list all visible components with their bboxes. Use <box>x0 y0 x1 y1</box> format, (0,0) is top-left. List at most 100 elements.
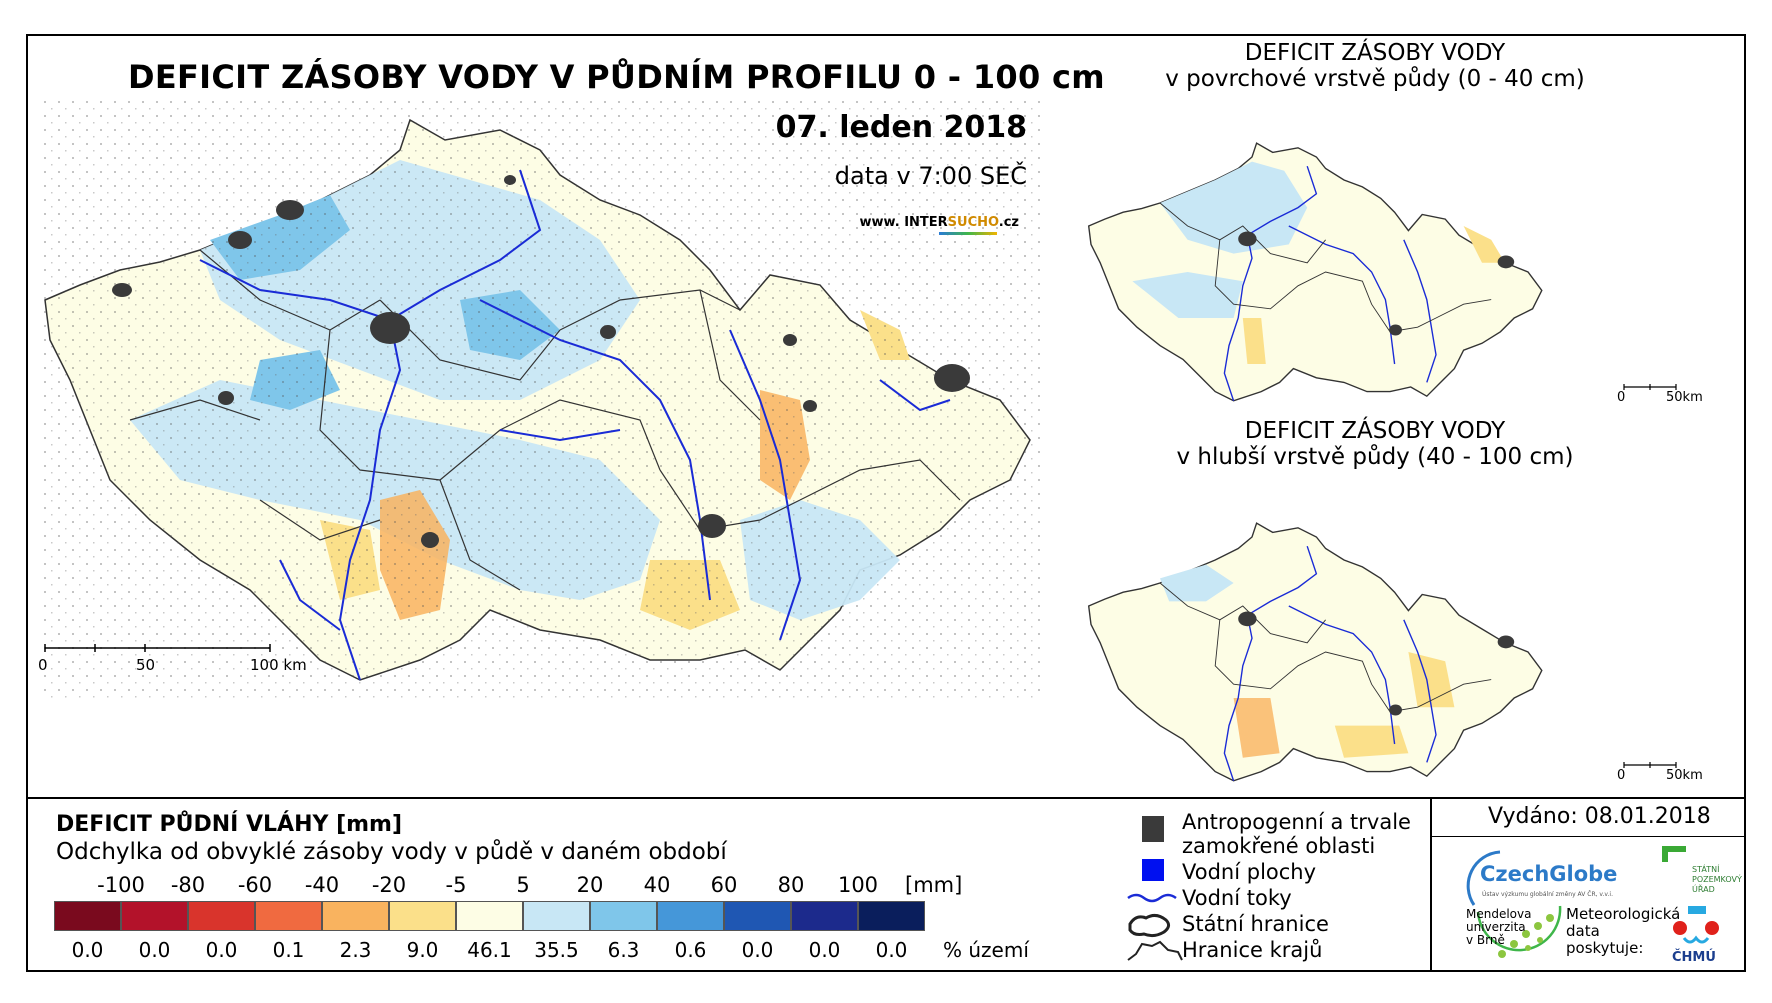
legend-percent-value: 0.1 <box>272 938 305 962</box>
legend-break-label: -5 <box>445 873 467 897</box>
czechglobe-subtitle: Ústav výzkumu globální změny AV ČR, v.v.… <box>1482 891 1613 898</box>
legend-percent-value: 0.0 <box>741 938 774 962</box>
water-body-swatch-icon <box>1142 859 1164 881</box>
inset-bottom-map <box>1087 522 1543 782</box>
met-line2: data <box>1566 922 1600 940</box>
legend-break-label: 60 <box>710 873 738 897</box>
inset-top-title-2: v povrchové vrstvě půdy (0 - 40 cm) <box>1165 66 1585 92</box>
website-prefix: www. INTER <box>859 215 948 230</box>
legend-swatch <box>121 901 188 931</box>
legend-swatch <box>657 901 724 931</box>
inset-top-scale-50: 50km <box>1666 390 1703 405</box>
key-region-border: Hranice krajů <box>1182 938 1323 962</box>
legend-break-label: 20 <box>576 873 604 897</box>
region-borders <box>129 249 961 591</box>
map-date: 07. leden 2018 <box>775 110 1027 145</box>
inset-bottom-title-2: v hlubší vrstvě půdy (40 - 100 cm) <box>1176 444 1574 470</box>
legend-percent-value: 46.1 <box>467 938 512 962</box>
legend-percent-value: 2.3 <box>339 938 372 962</box>
legend-swatch <box>54 901 121 931</box>
legend-break-label: -100 <box>97 873 145 897</box>
main-map <box>40 100 1040 700</box>
legend-percent-unit: % území <box>943 938 1029 962</box>
website-suffix: .cz <box>998 215 1019 230</box>
river-line-icon <box>1127 893 1177 903</box>
legend-swatch <box>389 901 456 931</box>
legend-percent-value: 0.0 <box>71 938 104 962</box>
inset-bottom-scalebar <box>1623 762 1677 768</box>
czechglobe-logo: CzechGlobe <box>1480 862 1618 886</box>
czechglobe-arc-green-icon <box>1476 905 1562 952</box>
website-underline <box>939 232 997 235</box>
footer-divider <box>1430 797 1432 972</box>
main-scale-label-0: 0 <box>38 656 48 674</box>
legend-percent-value: 0.6 <box>674 938 707 962</box>
urban-areas <box>112 175 970 548</box>
legend-divider <box>26 797 1746 799</box>
anthropogenic-swatch-icon <box>1142 816 1164 842</box>
legend-break-label: -60 <box>237 873 273 897</box>
legend-break-label: 5 <box>516 873 530 897</box>
spu-line2: POZEMKOVÝ <box>1692 875 1742 884</box>
legend-break-label: -20 <box>371 873 407 897</box>
legend-swatch <box>858 901 925 931</box>
legend-swatch <box>590 901 657 931</box>
legend-break-label: 40 <box>643 873 671 897</box>
website-brand: SUCHO <box>947 215 999 230</box>
mendel-line2: univerzita <box>1466 920 1526 934</box>
main-scale-label-100: 100 km <box>250 656 307 674</box>
data-time: data v 7:00 SEČ <box>834 162 1027 190</box>
state-border-icon <box>1128 913 1171 938</box>
mendel-line3: v Brně <box>1466 933 1505 947</box>
legend-percent-value: 0.0 <box>138 938 171 962</box>
legend-break-label: -80 <box>170 873 206 897</box>
legend-percent-value: 9.0 <box>406 938 439 962</box>
rivers <box>199 169 951 681</box>
key-anthropogenic-line2: zamokřené oblasti <box>1182 834 1376 858</box>
issued-divider <box>1430 836 1746 837</box>
inset-top-title-1: DEFICIT ZÁSOBY VODY <box>1244 40 1506 66</box>
spu-logo-icon <box>1662 846 1686 862</box>
inset-top-scale-0: 0 <box>1617 390 1626 405</box>
key-water-bodies: Vodní plochy <box>1182 860 1317 884</box>
spu-logo-text: STÁTNÍ POZEMKOVÝ ÚŘAD <box>1662 865 1742 895</box>
legend-break-label: 100 <box>837 873 879 897</box>
legend-break-label: -40 <box>304 873 340 897</box>
map-title: DEFICIT ZÁSOBY VODY V PŮDNÍM PROFILU 0 -… <box>128 58 1105 96</box>
key-state-border: Státní hranice <box>1182 912 1329 936</box>
legend-unit: [mm] <box>905 873 963 897</box>
czechglobe-arc-icon <box>1466 850 1501 906</box>
legend-swatch <box>724 901 791 931</box>
inset-top-scalebar <box>1623 384 1677 390</box>
chmu-logo-text: ČHMÚ <box>1672 950 1716 965</box>
main-scale-label-50: 50 <box>136 656 156 674</box>
legend-break-label: 80 <box>777 873 805 897</box>
legend-swatch <box>523 901 590 931</box>
legend-percent-value: 0.0 <box>875 938 908 962</box>
mendel-dots-icon <box>1498 914 1554 958</box>
mendel-line1: Mendelova <box>1466 907 1532 921</box>
legend-percent-value: 6.3 <box>607 938 640 962</box>
main-scalebar <box>44 644 271 652</box>
key-anthropogenic-line1: Antropogenní a trvale <box>1182 810 1411 834</box>
inset-bottom-scale-50: 50km <box>1666 768 1703 783</box>
met-line3: poskytuje: <box>1566 939 1644 957</box>
website-link[interactable]: www. INTERSUCHO.cz <box>860 215 1019 230</box>
issued-date: Vydáno: 08.01.2018 <box>1488 804 1711 829</box>
legend-swatch <box>456 901 523 931</box>
key-rivers: Vodní toky <box>1182 886 1292 910</box>
legend-swatch <box>791 901 858 931</box>
legend-percent-value: 0.0 <box>205 938 238 962</box>
inset-bottom-title-1: DEFICIT ZÁSOBY VODY <box>1244 418 1506 444</box>
legend-subtitle: Odchylka od obvyklé zásoby vody v půdě v… <box>56 839 727 865</box>
chmu-logo-icon <box>1673 906 1719 944</box>
met-line1: Meteorologická <box>1566 905 1681 923</box>
inset-top-map <box>1087 142 1543 402</box>
legend-title: DEFICIT PŮDNÍ VLÁHY [mm] <box>56 812 403 837</box>
legend-percent-value: 0.0 <box>808 938 841 962</box>
legend-swatch <box>322 901 389 931</box>
legend-swatch <box>188 901 255 931</box>
legend-swatch <box>255 901 322 931</box>
region-border-icon <box>1127 940 1183 961</box>
